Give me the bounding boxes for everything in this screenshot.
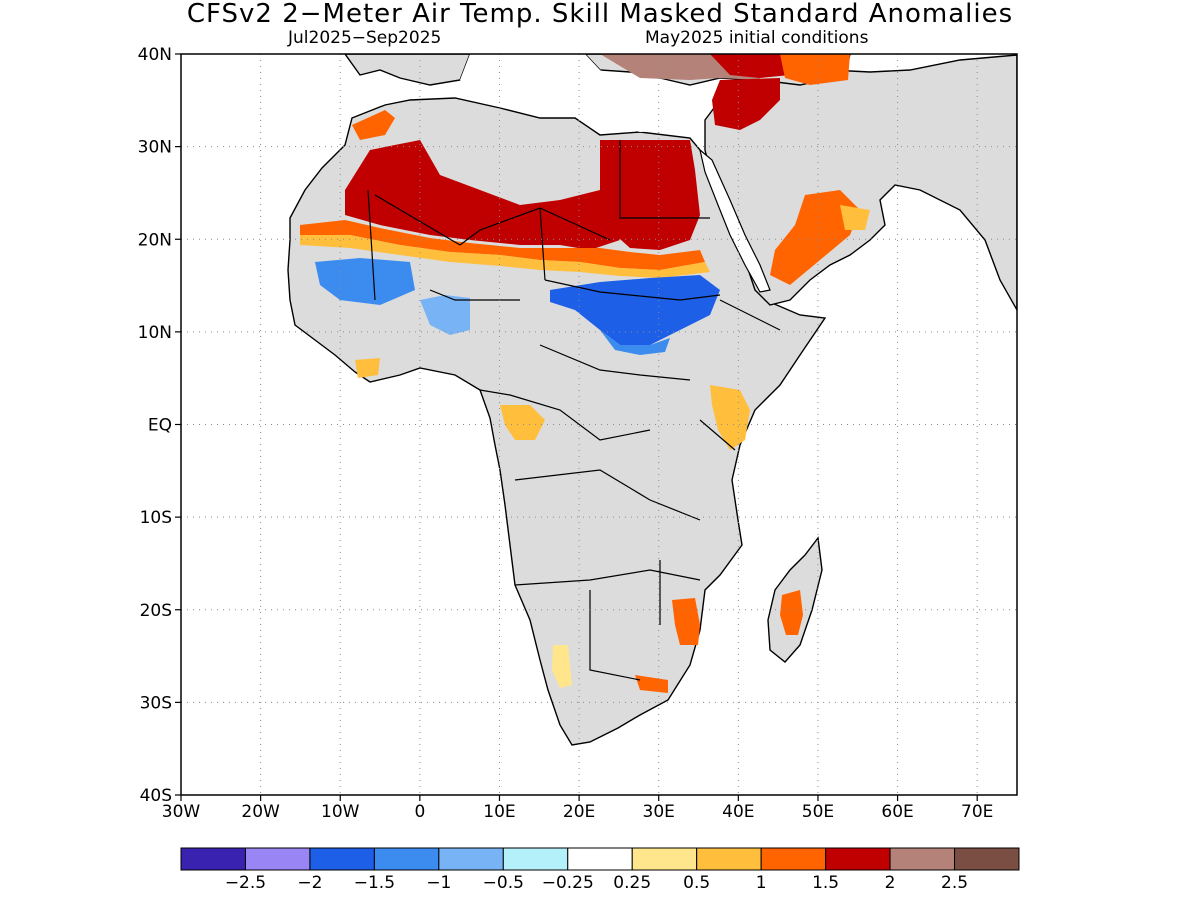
y-tick-label: 20N bbox=[138, 230, 172, 250]
colorbar-swatch bbox=[309, 847, 375, 871]
colorbar-swatch bbox=[760, 847, 827, 871]
colorbar-swatch bbox=[825, 847, 891, 871]
anomaly-sahara-central bbox=[600, 140, 700, 250]
x-tick-label: 30E bbox=[643, 802, 675, 822]
anomaly-turkey bbox=[710, 54, 790, 78]
colorbar-label: 0.25 bbox=[613, 873, 651, 893]
colorbar-label: 2 bbox=[885, 873, 896, 893]
anomaly-arabia bbox=[770, 190, 860, 285]
colorbar: −2.5 −2 −1.5 −1 −0.5 −0.25 0.25 0.5 1 1.5 2 2.5 bbox=[180, 847, 1020, 893]
x-tick-label: 30W bbox=[162, 802, 201, 822]
colorbar-swatch bbox=[954, 847, 1020, 871]
y-tick-label: 30S bbox=[140, 693, 172, 713]
anomaly-gabon bbox=[500, 405, 545, 440]
valid-period-label: Jul2025−Sep2025 bbox=[288, 28, 442, 48]
colorbar-label: 2.5 bbox=[941, 873, 968, 893]
y-tick-label: 40S bbox=[140, 786, 172, 806]
colorbar-swatch bbox=[244, 847, 311, 871]
x-tick-label: 70E bbox=[961, 802, 993, 822]
x-tick-label: 0 bbox=[414, 802, 425, 822]
anomaly-sahel-blue-mid bbox=[420, 295, 470, 335]
colorbar-label: −1 bbox=[426, 873, 451, 893]
colorbar-swatch bbox=[438, 847, 504, 871]
anomaly-sahara-west bbox=[345, 140, 620, 250]
y-tick-label: 20S bbox=[140, 601, 172, 621]
map-plot-area bbox=[181, 54, 1017, 795]
colorbar-label: −2.5 bbox=[225, 873, 266, 893]
x-tick-label: 50E bbox=[802, 802, 834, 822]
anomaly-gulf-guinea bbox=[355, 358, 380, 378]
colorbar-swatch bbox=[502, 847, 569, 871]
anomaly-morocco bbox=[352, 110, 395, 140]
y-tick-label: EQ bbox=[148, 416, 172, 436]
colorbar-label: −1.5 bbox=[354, 873, 395, 893]
x-tick-label: 20W bbox=[241, 802, 280, 822]
anomaly-sudan-chad-edge bbox=[600, 330, 670, 355]
gridlines bbox=[181, 54, 1017, 795]
y-tick-label: 10S bbox=[140, 508, 172, 528]
country-borders bbox=[367, 140, 781, 681]
colorbar-label: −0.5 bbox=[483, 873, 524, 893]
colorbar-swatch bbox=[180, 847, 246, 871]
anomaly-caspian bbox=[780, 54, 850, 85]
colorbar-label: 0.5 bbox=[683, 873, 710, 893]
x-axis-ticks: 30W 20W 10W 0 10E 20E 30E 40E 50E 60E 70E bbox=[162, 795, 993, 822]
mediterranean-sea bbox=[460, 54, 700, 132]
colorbar-swatch bbox=[696, 847, 762, 871]
colorbar-label: −0.25 bbox=[542, 873, 594, 893]
y-axis-ticks: 40N 30N 20N 10N EQ 10S 20S 30S 40S bbox=[138, 45, 181, 806]
y-tick-label: 10N bbox=[138, 323, 172, 343]
x-tick-label: 20E bbox=[563, 802, 595, 822]
anomaly-shading bbox=[300, 54, 870, 693]
x-tick-label: 10E bbox=[483, 802, 515, 822]
anomaly-namibia bbox=[552, 645, 572, 688]
anomaly-arabia-coast bbox=[840, 205, 870, 230]
red-sea bbox=[699, 148, 771, 293]
anomaly-madagascar bbox=[780, 590, 803, 635]
colorbar-swatch bbox=[889, 847, 956, 871]
x-tick-label: 10W bbox=[321, 802, 360, 822]
x-tick-label: 60E bbox=[881, 802, 913, 822]
colorbar-label: 1 bbox=[756, 873, 767, 893]
anomaly-south-africa bbox=[635, 675, 668, 693]
anomaly-sahel-blue bbox=[315, 258, 415, 305]
anomaly-sudan-chad bbox=[550, 275, 720, 345]
map-title: CFSv2 2−Meter Air Temp. Skill Masked Sta… bbox=[186, 0, 1014, 29]
anomaly-sahel-yellow bbox=[300, 235, 710, 278]
colorbar-swatch bbox=[373, 847, 440, 871]
anomaly-kenya bbox=[710, 385, 750, 450]
y-tick-label: 40N bbox=[138, 45, 172, 65]
y-tick-label: 30N bbox=[138, 138, 172, 158]
anomaly-levant bbox=[712, 78, 780, 130]
colorbar-swatch bbox=[631, 847, 698, 871]
anomaly-sahel-orange bbox=[300, 220, 705, 270]
colorbar-label: 1.5 bbox=[812, 873, 839, 893]
initial-conditions-label: May2025 initial conditions bbox=[645, 28, 869, 48]
x-tick-label: 40E bbox=[722, 802, 754, 822]
colorbar-label: −2 bbox=[297, 873, 322, 893]
colorbar-swatch bbox=[567, 847, 633, 871]
